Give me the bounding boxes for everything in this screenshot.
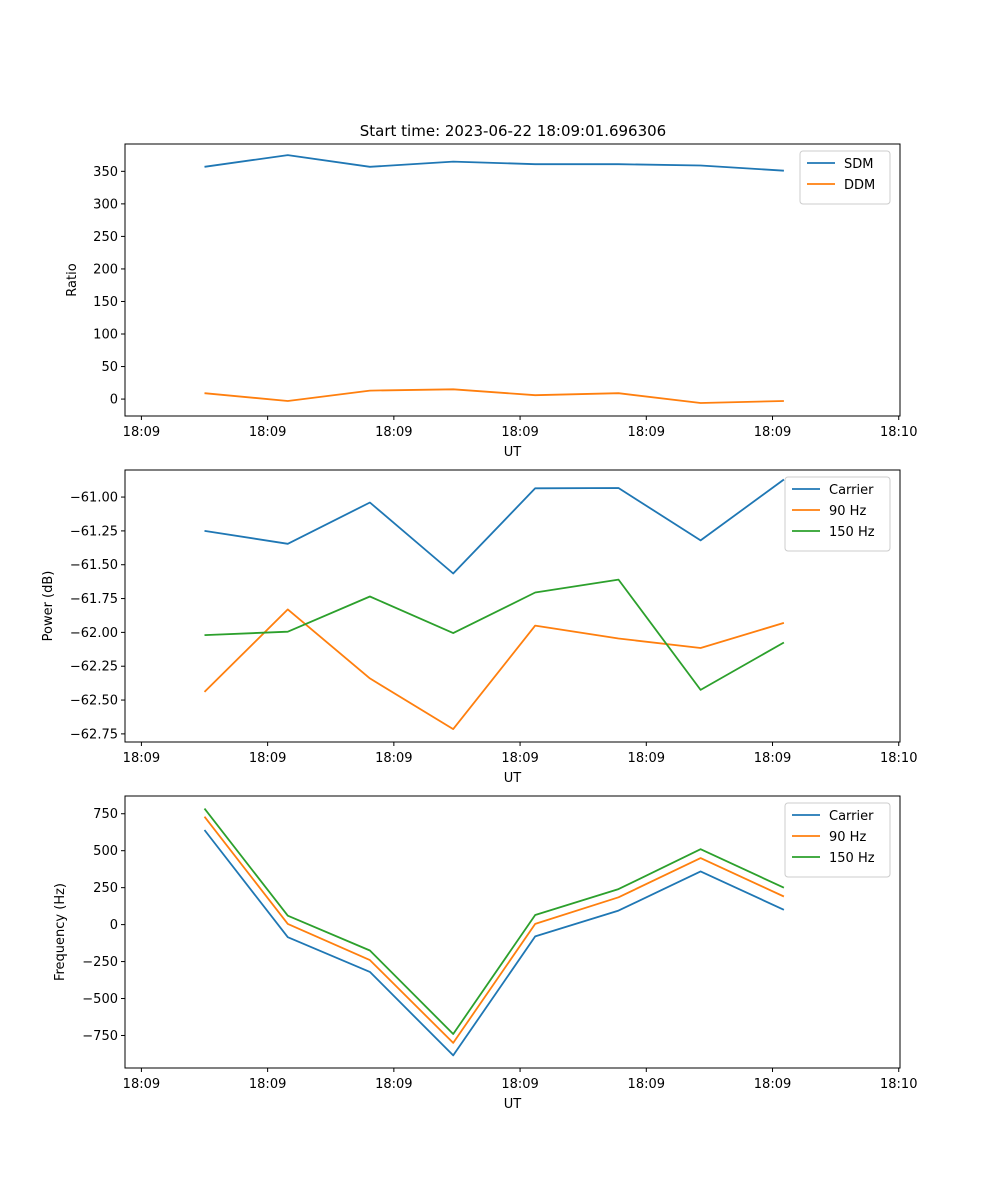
x-tick-label: 18:09: [249, 1077, 286, 1092]
legend-frame: [784, 476, 891, 552]
series-line-150-hz: [204, 578, 785, 691]
legend-label: Carrier: [829, 809, 874, 824]
y-axis-label: Power (dB): [41, 571, 56, 642]
y-tick-label: 250: [93, 881, 118, 896]
y-tick-label: 0: [110, 918, 118, 933]
x-tick-label: 18:09: [249, 751, 286, 766]
series-line-ddm: [204, 388, 784, 404]
series-line-sdm: [204, 154, 784, 172]
legend: Carrier 90 Hz 150 Hz: [784, 476, 891, 552]
y-tick-label: −61.75: [70, 592, 118, 607]
chart-panel-1: 18:09 18:09 18:09 18:09 18:09 18:09 18:10 0 50 10…: [65, 143, 917, 460]
chart-panel-3: 18:09 18:09 18:09 18:09 18:09 18:09 18:10 −750 −…: [53, 795, 917, 1112]
chart-panel-2: 18:09 18:09 18:09 18:09 18:09 18:09 18:10 −62.7…: [41, 469, 917, 786]
x-tick-label: 18:09: [501, 1077, 538, 1092]
legend: Carrier 90 Hz 150 Hz: [784, 802, 891, 878]
x-tick-label: 18:10: [880, 1077, 917, 1092]
y-tick-label: −62.25: [70, 660, 118, 675]
x-tick-label: 18:09: [754, 425, 791, 440]
x-tick-label: 18:10: [880, 425, 917, 440]
y-tick-label: 500: [93, 844, 118, 859]
y-tick-label: 150: [93, 295, 118, 310]
y-tick-label: −250: [82, 955, 118, 970]
y-tick-label: −500: [82, 992, 118, 1007]
series-line-90-hz: [203, 816, 785, 1044]
plot-frame: [124, 469, 901, 743]
x-axis-label: UT: [504, 445, 522, 460]
legend-label: 90 Hz: [829, 830, 866, 845]
y-tick-label: −61.25: [70, 524, 118, 539]
legend-label: 150 Hz: [829, 525, 875, 540]
y-tick-label: −62.50: [70, 694, 118, 709]
y-tick-label: 0: [110, 393, 118, 408]
y-tick-label: 100: [93, 328, 118, 343]
y-axis-label: Frequency (Hz): [53, 883, 68, 981]
legend-label: Carrier: [829, 483, 874, 498]
y-tick-label: 750: [93, 807, 118, 822]
plot-frame: [124, 143, 901, 417]
x-tick-label: 18:09: [628, 1077, 665, 1092]
y-tick-label: −62.75: [70, 727, 118, 742]
x-tick-label: 18:09: [375, 1077, 412, 1092]
x-tick-label: 18:09: [123, 1077, 160, 1092]
legend-label: 90 Hz: [829, 504, 866, 519]
y-tick-label: 200: [93, 262, 118, 277]
x-tick-label: 18:09: [501, 425, 538, 440]
y-tick-label: 300: [93, 197, 118, 212]
y-tick-label: 50: [101, 360, 118, 375]
series-line-carrier: [203, 829, 785, 1057]
y-tick-label: −61.50: [70, 558, 118, 573]
legend-frame: [784, 802, 891, 878]
x-tick-label: 18:10: [880, 751, 917, 766]
x-axis-label: UT: [504, 771, 522, 786]
figure-title: Start time: 2023-06-22 18:09:01.696306: [360, 122, 666, 140]
x-tick-label: 18:09: [375, 425, 412, 440]
legend: SDM DDM: [799, 150, 891, 205]
y-tick-label: 250: [93, 230, 118, 245]
x-tick-label: 18:09: [754, 751, 791, 766]
legend-label: DDM: [844, 178, 875, 193]
legend-label: 150 Hz: [829, 851, 875, 866]
x-axis-label: UT: [504, 1097, 522, 1112]
y-axis-label: Ratio: [65, 263, 80, 296]
y-tick-label: −61.00: [70, 491, 118, 506]
x-tick-label: 18:09: [501, 751, 538, 766]
x-tick-label: 18:09: [123, 751, 160, 766]
series-line-90-hz: [203, 608, 785, 730]
legend-frame: [799, 150, 891, 205]
x-tick-label: 18:09: [123, 425, 160, 440]
legend-label: SDM: [844, 157, 873, 172]
plot-frame: [124, 795, 901, 1069]
series-line-150-hz: [203, 808, 785, 1035]
x-tick-label: 18:09: [628, 751, 665, 766]
y-tick-label: −750: [82, 1029, 118, 1044]
y-tick-label: 350: [93, 165, 118, 180]
x-tick-label: 18:09: [754, 1077, 791, 1092]
x-tick-label: 18:09: [249, 425, 286, 440]
series-line-carrier: [204, 478, 785, 575]
y-tick-label: −62.00: [70, 626, 118, 641]
x-tick-label: 18:09: [628, 425, 665, 440]
chart-panels: 18:09 18:09 18:09 18:09 18:09 18:09 18:10 0 50 10…: [41, 143, 917, 1112]
x-tick-label: 18:09: [375, 751, 412, 766]
